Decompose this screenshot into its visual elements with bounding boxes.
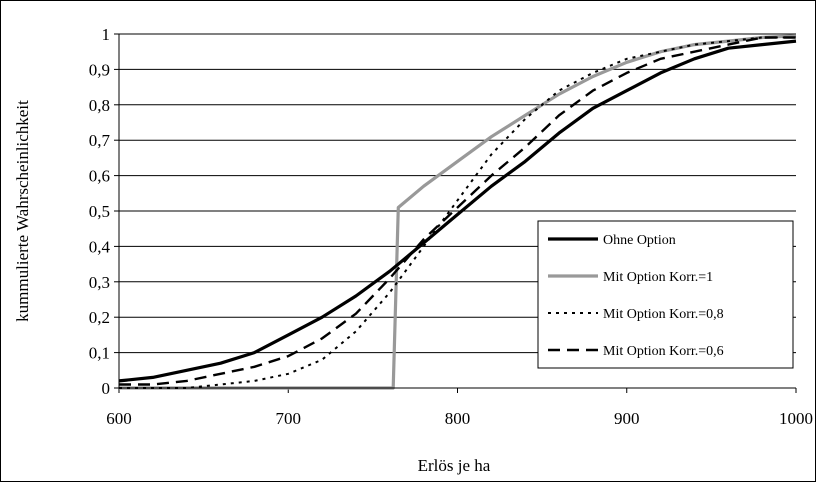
series-line-4 bbox=[119, 36, 796, 386]
y-tick-label: 0,3 bbox=[89, 273, 110, 292]
y-tick-label: 0,7 bbox=[89, 131, 111, 150]
legend-box bbox=[537, 220, 794, 369]
y-tick-label: 1 bbox=[102, 25, 111, 44]
y-tick-label: 0 bbox=[102, 379, 111, 398]
x-tick-label: 700 bbox=[276, 409, 302, 428]
series-line-3 bbox=[119, 36, 796, 389]
grid-lines bbox=[114, 33, 797, 393]
legend: Ohne Option Mit Option Korr.=1 Mit Option … bbox=[537, 220, 794, 369]
y-tick-label: 0,4 bbox=[89, 237, 111, 256]
series-layer bbox=[118, 34, 797, 390]
series-line-1 bbox=[118, 39, 797, 383]
x-axis-title: Erlös je ha bbox=[418, 456, 491, 475]
x-tick-labels: 600 700 800 900 1000 bbox=[106, 409, 813, 428]
x-tick-label: 900 bbox=[614, 409, 640, 428]
y-axis-title: kummulierte Wahrscheinlichkeit bbox=[13, 100, 32, 322]
x-tick-label: 1000 bbox=[779, 409, 813, 428]
y-tick-label: 0,6 bbox=[89, 167, 110, 186]
legend-label: Mit Option Korr.=1 bbox=[603, 270, 713, 285]
y-tick-label: 0,2 bbox=[89, 308, 110, 327]
legend-label: Mit Option Korr.=0,6 bbox=[603, 344, 724, 359]
y-tick-label: 0,5 bbox=[89, 202, 110, 221]
y-tick-label: 0,9 bbox=[89, 60, 110, 79]
series-line-2 bbox=[119, 34, 797, 390]
y-tick-label: 0,8 bbox=[89, 96, 110, 115]
legend-label: Ohne Option bbox=[603, 233, 676, 248]
x-tick-label: 800 bbox=[445, 409, 471, 428]
y-tick-labels: 0 0,1 0,2 0,3 0,4 0,5 0,6 0,7 0,8 0,9 1 bbox=[89, 25, 111, 398]
legend-label: Mit Option Korr.=0,8 bbox=[603, 307, 724, 322]
x-tick-label: 600 bbox=[106, 409, 132, 428]
y-tick-label: 0,1 bbox=[89, 344, 110, 363]
axes bbox=[118, 34, 796, 389]
